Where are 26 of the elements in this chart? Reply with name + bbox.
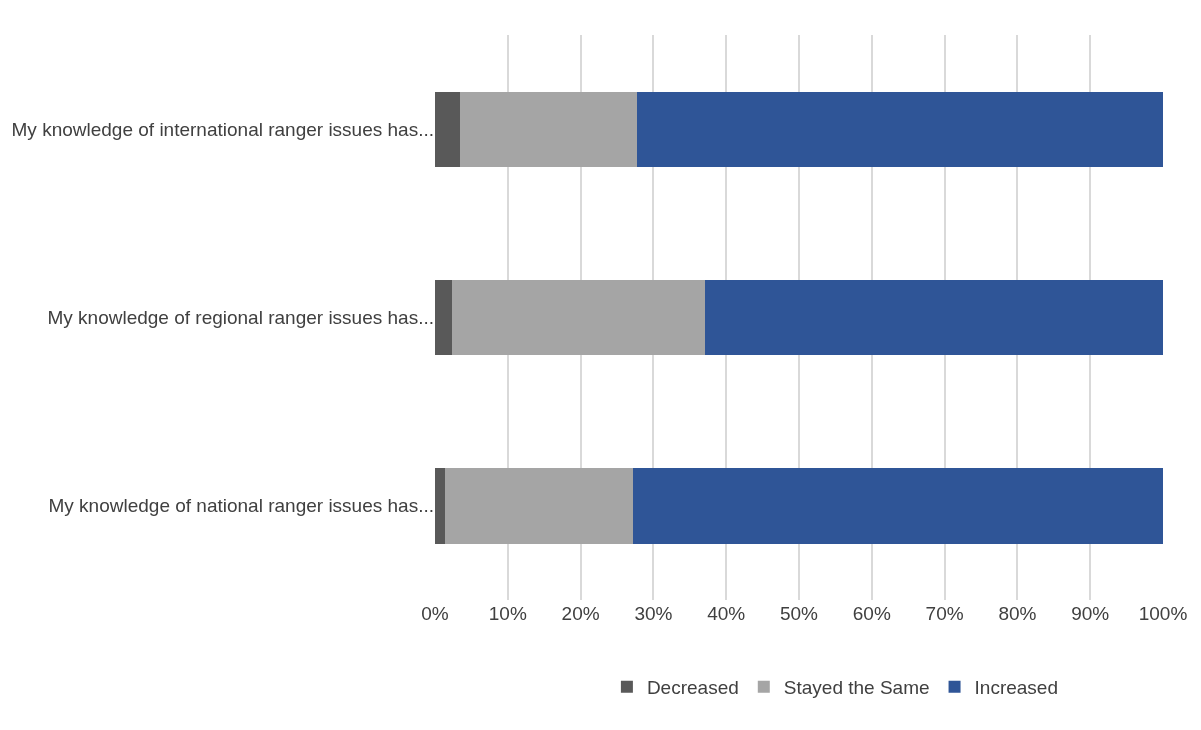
y-tick-label: My knowledge of national ranger issues has... bbox=[48, 495, 434, 517]
x-tick-label: 80% bbox=[998, 603, 1037, 624]
bar bbox=[452, 279, 706, 356]
legend-label: Decreased bbox=[646, 677, 739, 699]
bar bbox=[445, 468, 634, 544]
y-tick-label: My knowledge of regional ranger issues has... bbox=[47, 307, 434, 329]
bar bbox=[633, 468, 1163, 544]
x-tick-label: 60% bbox=[852, 603, 891, 624]
legend-label: Stayed the Same bbox=[783, 677, 930, 699]
bar bbox=[637, 91, 1163, 167]
bar bbox=[705, 279, 1163, 356]
bar bbox=[435, 91, 461, 167]
x-tick-label: 20% bbox=[561, 603, 600, 624]
legend-label: Increased bbox=[974, 677, 1059, 699]
x-tick-label: 30% bbox=[634, 603, 673, 624]
bar bbox=[435, 468, 446, 544]
x-tick-label: 100% bbox=[1138, 603, 1188, 624]
bar bbox=[460, 91, 638, 167]
x-tick-label: 70% bbox=[925, 603, 964, 624]
x-tick-label: 50% bbox=[779, 603, 819, 624]
x-tick-label: 10% bbox=[488, 603, 527, 624]
x-tick-label: 0% bbox=[421, 603, 449, 624]
x-tick-label: 40% bbox=[707, 603, 746, 624]
y-tick-label: My knowledge of international ranger issues has... bbox=[11, 118, 434, 140]
x-tick-label: 90% bbox=[1071, 603, 1110, 624]
bar bbox=[435, 279, 453, 356]
